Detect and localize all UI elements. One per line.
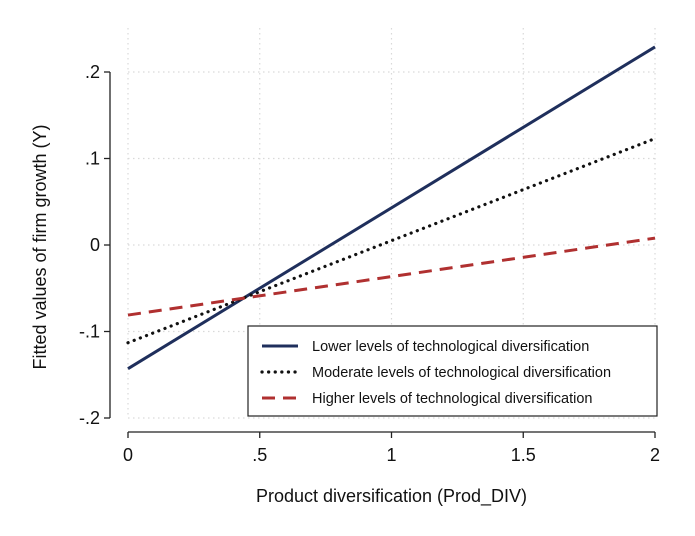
y-tick-label: -.2	[79, 408, 100, 428]
series-lines	[126, 45, 657, 370]
legend: Lower levels of technological diversific…	[247, 325, 658, 417]
axes: -.2 -.1 0 .1 .2 0 .5 1 1.5 2	[79, 62, 660, 465]
y-axis-title: Fitted values of firm growth (Y)	[30, 124, 50, 369]
x-tick-label: 2	[650, 445, 660, 465]
y-tick-label: -.1	[79, 322, 100, 342]
y-tick-label: .2	[85, 62, 100, 82]
x-tick-label: .5	[252, 445, 267, 465]
x-tick-label: 1	[386, 445, 396, 465]
y-tick-label: .1	[85, 149, 100, 169]
x-axis-title: Product diversification (Prod_DIV)	[256, 486, 527, 507]
series-line-1	[127, 45, 656, 370]
y-tick-label: 0	[90, 235, 100, 255]
legend-label-3: Higher levels of technological diversifi…	[312, 391, 592, 407]
legend-label-2: Moderate levels of technological diversi…	[312, 365, 611, 381]
legend-box	[247, 325, 658, 417]
series-line-3	[127, 236, 656, 317]
x-tick-label: 0	[123, 445, 133, 465]
legend-label-1: Lower levels of technological diversific…	[312, 339, 589, 355]
x-tick-label: 1.5	[511, 445, 536, 465]
series-line-2	[126, 137, 657, 345]
